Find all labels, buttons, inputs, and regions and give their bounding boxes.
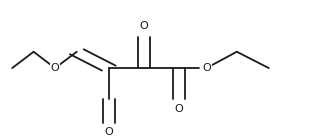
Text: O: O	[140, 21, 148, 31]
Text: O: O	[202, 63, 211, 73]
Text: O: O	[175, 104, 184, 114]
Text: O: O	[51, 63, 60, 73]
Text: O: O	[104, 127, 113, 137]
